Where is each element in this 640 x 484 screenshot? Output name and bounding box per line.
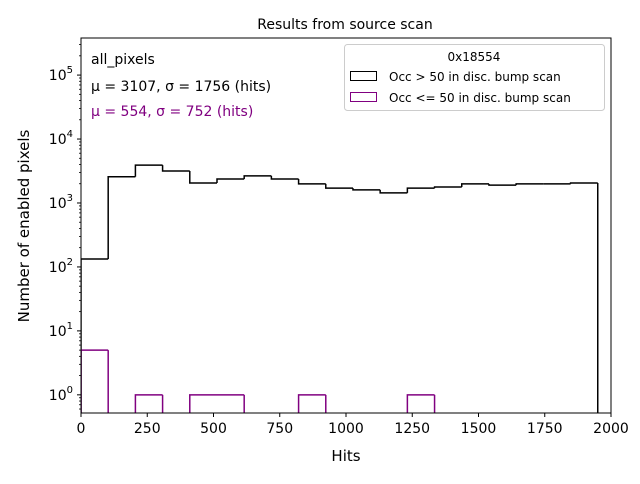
y-tick-label: 104 bbox=[49, 129, 73, 148]
histogram-bin-series1-1 bbox=[107, 350, 109, 413]
legend-label-low: Occ <= 50 in disc. bump scan bbox=[389, 91, 571, 105]
y-tick-label: 102 bbox=[49, 257, 73, 276]
histogram-bin-series0-0 bbox=[81, 258, 109, 413]
histogram-bin-series1-8 bbox=[297, 394, 326, 413]
histogram-bin-series0-3 bbox=[161, 165, 190, 172]
histogram-bin-series1-9 bbox=[325, 394, 327, 413]
x-tick-label: 750 bbox=[266, 421, 293, 437]
histogram-bin-series1-3 bbox=[161, 394, 164, 413]
histogram-bin-series1-4 bbox=[189, 394, 217, 413]
histogram-bin-series0-7 bbox=[270, 175, 299, 180]
histogram-bin-series1-0 bbox=[81, 349, 109, 413]
histogram-bin-series1-6 bbox=[243, 394, 245, 413]
chart-title: Results from source scan bbox=[257, 17, 432, 33]
histogram-bin-series0-5 bbox=[216, 178, 245, 184]
annotation-stats-main: μ = 3107, σ = 1756 (hits) bbox=[91, 79, 271, 95]
histogram-bin-series0-12 bbox=[406, 187, 435, 193]
histogram-bin-series0-9 bbox=[325, 183, 353, 189]
histogram-bin-series0-16 bbox=[515, 183, 544, 186]
histogram-bin-series0-8 bbox=[297, 179, 326, 185]
histogram-bin-series0-13 bbox=[433, 186, 462, 189]
legend-swatch-high bbox=[350, 71, 377, 81]
x-tick-label: 2000 bbox=[593, 421, 629, 437]
histogram-bin-series0-11 bbox=[379, 189, 408, 194]
histogram-bin-series1-12 bbox=[406, 394, 435, 413]
histogram-bin-series1-13 bbox=[433, 394, 436, 413]
x-tick-label: 250 bbox=[134, 421, 161, 437]
annotation-stats-low: μ = 554, σ = 752 (hits) bbox=[91, 104, 253, 120]
histogram-bin-series0-14 bbox=[461, 183, 489, 187]
y-tick-label: 101 bbox=[49, 321, 73, 340]
histogram-bin-series0-10 bbox=[352, 188, 381, 191]
y-tick-label: 100 bbox=[49, 385, 73, 404]
legend: 0x18554 Occ > 50 in disc. bump scan Occ … bbox=[344, 44, 605, 111]
legend-frame bbox=[344, 44, 605, 111]
x-tick-label: 500 bbox=[200, 421, 227, 437]
annotation-dataset: all_pixels bbox=[91, 52, 155, 68]
histogram-bin-series0-1 bbox=[107, 176, 136, 260]
histogram-bin-series0-6 bbox=[243, 175, 272, 180]
x-tick-label: 0 bbox=[77, 421, 86, 437]
histogram-bin-series0-15 bbox=[488, 183, 517, 186]
y-tick-label: 103 bbox=[49, 193, 73, 212]
y-tick-label: 105 bbox=[49, 65, 73, 84]
x-tick-label: 1750 bbox=[527, 421, 563, 437]
legend-swatch-low bbox=[350, 92, 377, 102]
legend-label-high: Occ > 50 in disc. bump scan bbox=[389, 70, 561, 84]
histogram-bin-series0-18 bbox=[569, 182, 598, 184]
x-axis-label: Hits bbox=[331, 447, 360, 465]
y-axis-label: Number of enabled pixels bbox=[15, 129, 33, 322]
histogram-bin-series1-2 bbox=[134, 394, 163, 413]
histogram-bin-series0-4 bbox=[189, 170, 217, 184]
x-tick-label: 1500 bbox=[461, 421, 497, 437]
legend-title: 0x18554 bbox=[448, 50, 501, 64]
x-tick-label: 1000 bbox=[328, 421, 364, 437]
x-tick-label: 1250 bbox=[394, 421, 430, 437]
histogram-bin-series0-2 bbox=[134, 164, 163, 177]
